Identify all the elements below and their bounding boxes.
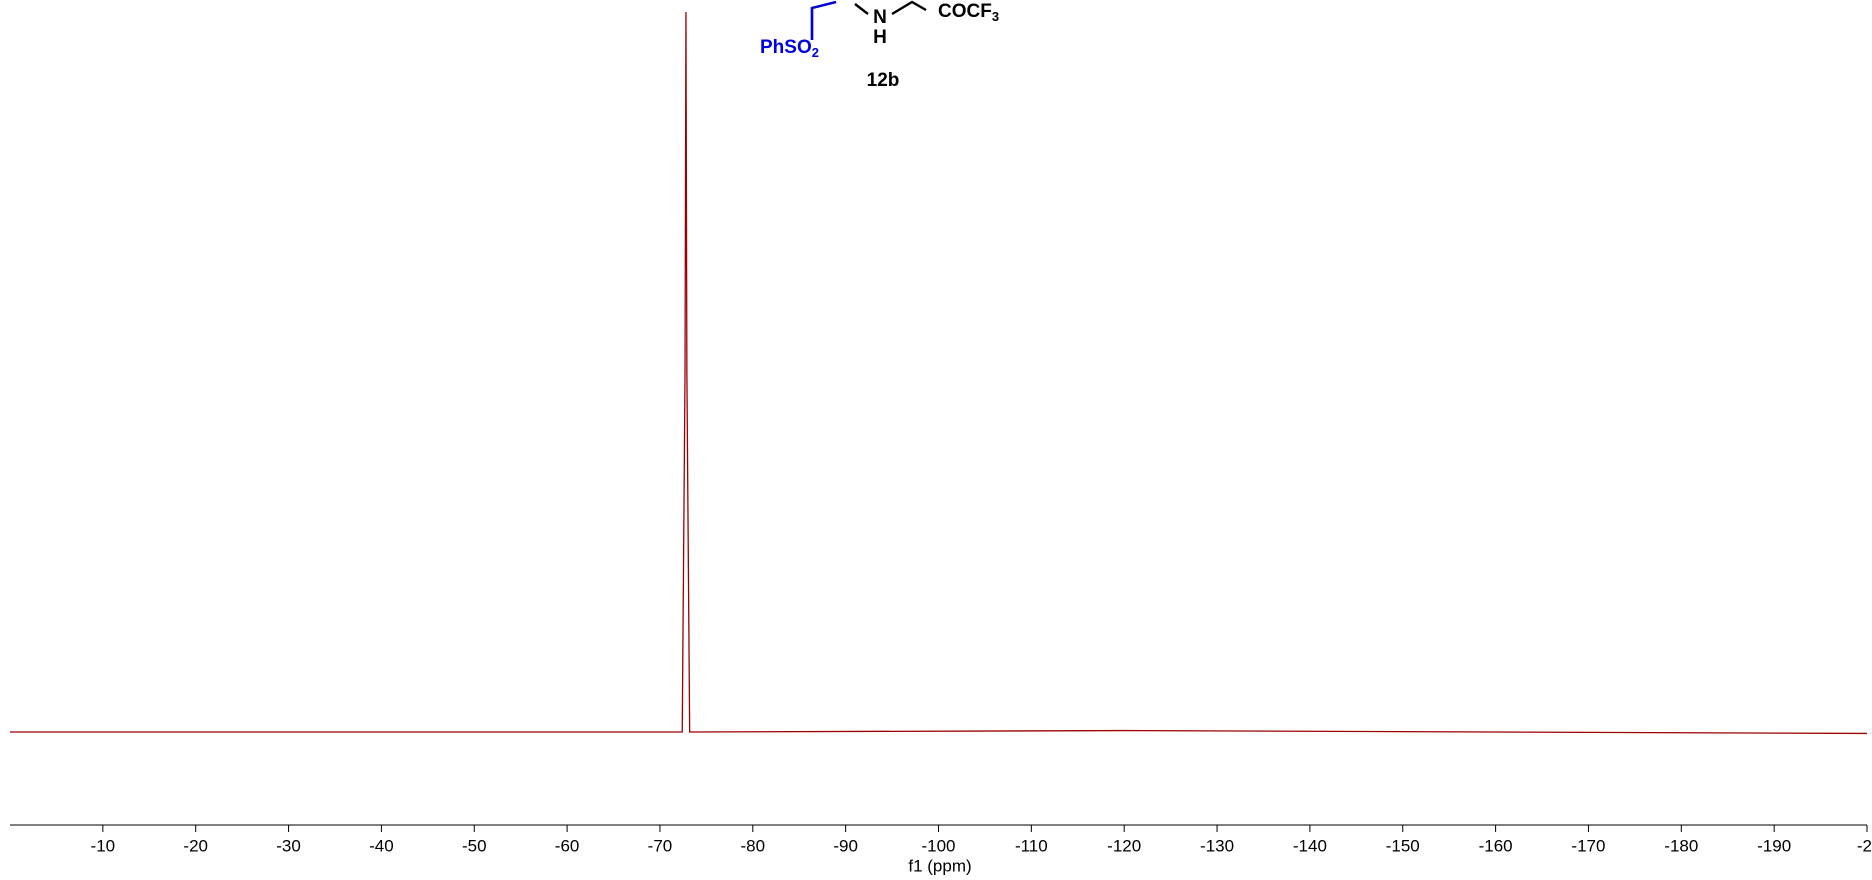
x-tick-label: -50 (462, 836, 487, 855)
sulfonyl-text: PhSO (760, 37, 812, 58)
x-tick-label: -110 (1015, 836, 1048, 855)
x-tick-label: -190 (1757, 836, 1791, 855)
sulfonyl-bond (810, 0, 837, 40)
x-tick-label: -30 (276, 836, 301, 855)
x-tick-label: -60 (555, 836, 580, 855)
acyl-text: COCF (938, 1, 992, 22)
x-tick-label: -100 (921, 836, 955, 855)
x-tick-label: -90 (833, 836, 858, 855)
bonds (810, 0, 927, 40)
x-tick-label: -80 (741, 836, 766, 855)
acyl-group: COCF3 (938, 1, 999, 24)
x-tick-label: -180 (1664, 836, 1698, 855)
x-tick-label: -130 (1200, 836, 1234, 855)
acyl-sub: 3 (992, 9, 999, 24)
x-tick-label: -150 (1386, 836, 1420, 855)
x-axis-label: f1 (ppm) (908, 856, 971, 875)
x-tick-label: -40 (369, 836, 394, 855)
x-tick-label: -120 (1107, 836, 1141, 855)
sulfonyl-sub: 2 (812, 45, 819, 60)
spectrum-line (10, 11, 1868, 735)
x-tick-label: -140 (1293, 836, 1327, 855)
x-tick-label: -70 (648, 836, 673, 855)
nitrogen: N (873, 7, 887, 28)
x-tick-label: -160 (1479, 836, 1513, 855)
x-tick-label: -20 (183, 836, 208, 855)
x-tick-label: -170 (1571, 836, 1605, 855)
sulfonyl-group: PhSO2 (760, 37, 819, 60)
hydrogen: H (873, 27, 887, 48)
compound-label: 12b (867, 70, 900, 91)
x-tick-label: -2 (1857, 836, 1872, 855)
x-tick-label: -10 (91, 836, 116, 855)
